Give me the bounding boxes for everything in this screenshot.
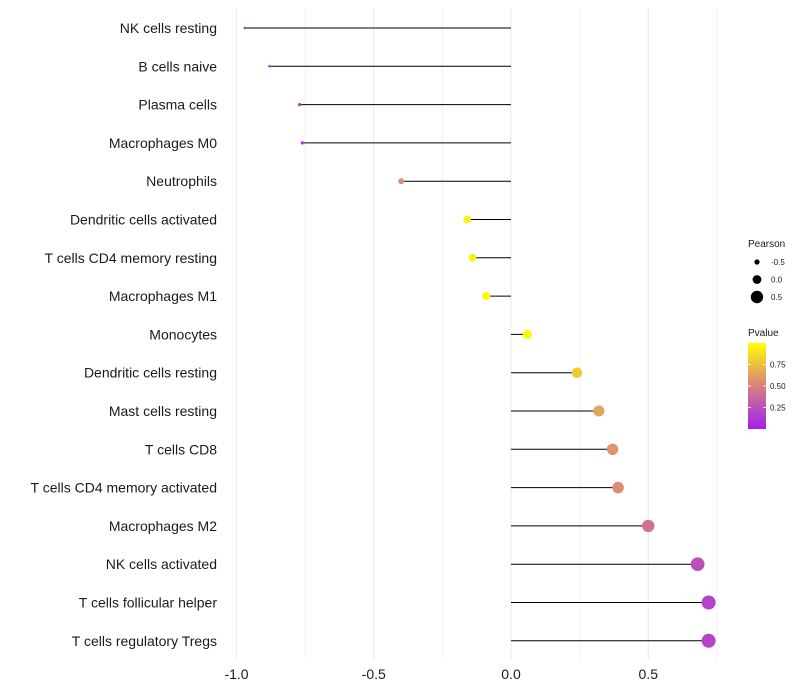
color-legend-bar — [748, 343, 766, 429]
point — [398, 178, 405, 185]
point — [482, 292, 491, 301]
pearson-size-legend: Pearson -0.5 0.0 0.5 — [748, 239, 785, 304]
point — [701, 633, 716, 648]
size-legend-key — [752, 275, 762, 284]
x-tick-label: 0.0 — [501, 666, 521, 682]
x-tick-label: -0.5 — [362, 666, 386, 682]
point — [300, 141, 305, 145]
point — [690, 557, 705, 572]
color-legend-label: 0.50 — [770, 382, 786, 391]
points — [243, 26, 716, 648]
x-axis-tick-labels: -1.0 -0.5 0.0 0.5 — [224, 666, 658, 682]
y-axis-tick-labels: NK cells resting B cells naive Plasma cell… — [31, 20, 218, 649]
y-tick-label: T cells CD4 memory resting — [45, 250, 217, 266]
pvalue-color-legend: Pvalue 0.25 0.50 0.75 — [748, 328, 786, 429]
size-legend-key — [750, 290, 764, 304]
y-tick-label: Macrophages M2 — [109, 518, 217, 534]
y-tick-label: Dendritic cells activated — [70, 212, 217, 228]
y-tick-label: Macrophages M0 — [109, 135, 217, 151]
grid-lines — [235, 8, 718, 660]
point — [593, 405, 605, 417]
point — [268, 65, 271, 68]
point — [243, 26, 246, 30]
size-legend-label: -0.5 — [771, 258, 785, 267]
y-tick-label: Dendritic cells resting — [84, 365, 217, 381]
y-tick-label: NK cells activated — [106, 556, 217, 572]
color-legend-label: 0.25 — [770, 404, 786, 413]
point — [522, 329, 533, 340]
color-legend-label: 0.75 — [770, 361, 786, 370]
y-tick-label: B cells naive — [138, 58, 217, 74]
x-tick-label: -1.0 — [224, 666, 248, 682]
point — [642, 519, 655, 533]
y-tick-label: Monocytes — [149, 326, 217, 342]
y-tick-label: Neutrophils — [146, 173, 217, 189]
size-legend-label: 0.5 — [771, 293, 783, 302]
size-legend-key — [754, 259, 760, 265]
point — [298, 102, 302, 107]
y-tick-label: T cells CD4 memory activated — [31, 480, 217, 496]
y-tick-label: T cells CD8 — [145, 441, 217, 457]
y-tick-label: T cells follicular helper — [79, 595, 218, 611]
point — [463, 215, 471, 224]
size-legend-label: 0.0 — [771, 276, 783, 285]
color-legend-title: Pvalue — [748, 328, 779, 339]
size-legend-title: Pearson — [748, 239, 785, 250]
y-tick-label: Plasma cells — [138, 97, 217, 113]
point — [571, 367, 583, 378]
y-tick-label: NK cells resting — [120, 20, 217, 36]
y-tick-label: Macrophages M1 — [109, 288, 217, 304]
y-tick-label: T cells regulatory Tregs — [72, 633, 217, 649]
x-tick-label: 0.5 — [639, 666, 659, 682]
point — [468, 253, 477, 262]
y-tick-label: Mast cells resting — [109, 403, 217, 419]
point — [606, 443, 619, 456]
point — [701, 595, 716, 610]
point — [612, 481, 624, 494]
stems — [244, 27, 709, 642]
